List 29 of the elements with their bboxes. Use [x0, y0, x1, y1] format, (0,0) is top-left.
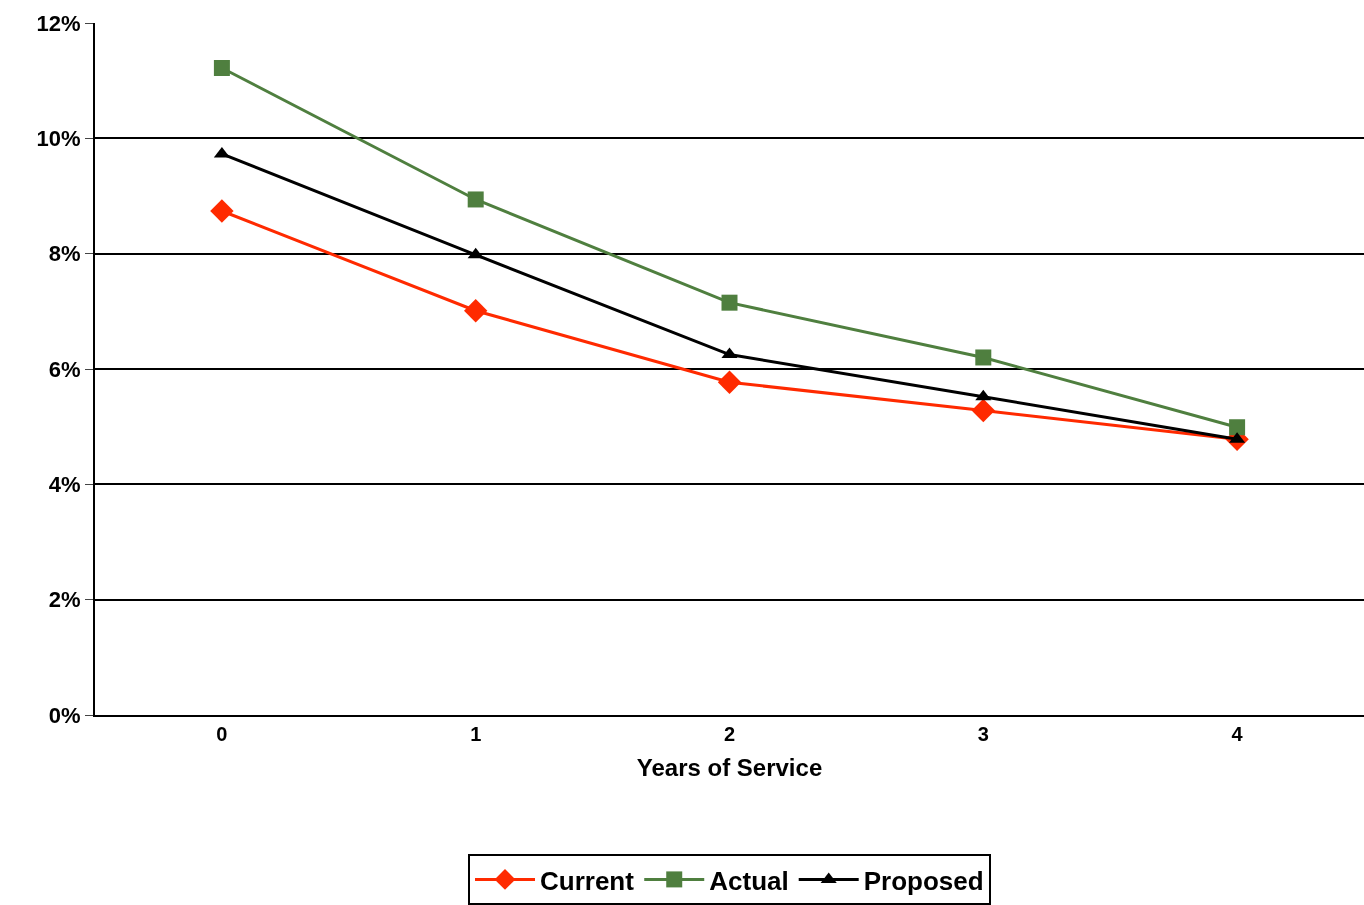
point	[975, 349, 992, 366]
x-tick-label: 3	[977, 723, 989, 745]
y-tick-label: 4%	[48, 472, 81, 498]
legend-label: Current	[540, 865, 635, 896]
y-tick-label: 2%	[48, 587, 81, 613]
x-tick-label: 0	[216, 723, 228, 745]
point	[717, 370, 742, 394]
legend-label: Actual	[709, 865, 789, 896]
y-tick-label: 8%	[48, 241, 81, 267]
point	[721, 294, 738, 311]
point	[210, 199, 234, 223]
y-tick-label: 0%	[48, 702, 81, 728]
point	[971, 398, 995, 423]
y-tick-label: 10%	[36, 126, 81, 152]
y-tick-label: 6%	[48, 356, 81, 382]
point	[467, 191, 484, 208]
point	[721, 347, 738, 359]
point	[467, 247, 484, 259]
point	[213, 146, 230, 158]
x-tick-label: 1	[470, 723, 482, 745]
x-tick-label: 2	[723, 723, 736, 745]
point	[1229, 419, 1246, 436]
point	[213, 59, 230, 76]
x-axis-title: Years of Service	[636, 753, 823, 781]
point	[464, 299, 488, 323]
x-tick-label: 4	[1231, 723, 1244, 745]
point	[975, 389, 992, 401]
legend-label: Proposed	[863, 865, 984, 896]
y-tick-label: 12%	[36, 10, 81, 36]
